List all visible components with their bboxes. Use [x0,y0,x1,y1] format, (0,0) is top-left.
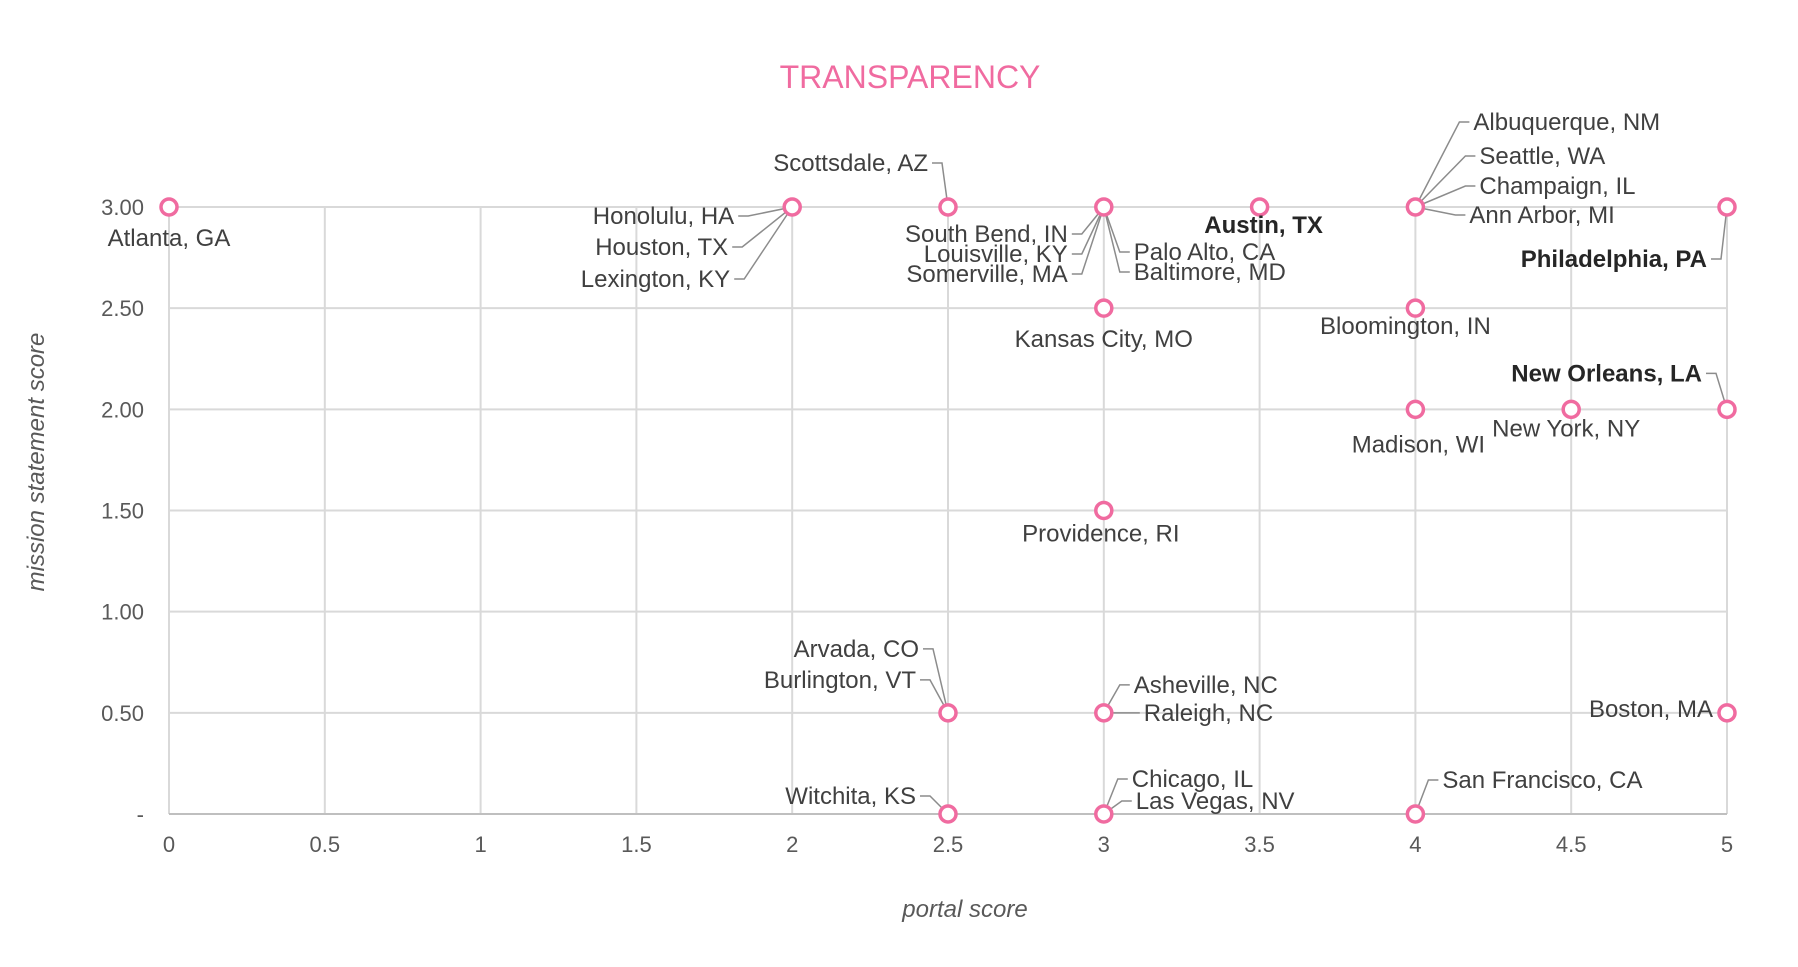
y-tick-label: 1.00 [101,600,144,625]
data-point [782,197,802,217]
data-label: Albuquerque, NM [1473,109,1660,136]
data-point [1094,298,1114,318]
data-label: San Francisco, CA [1442,767,1642,794]
data-points [159,197,1737,824]
data-point [938,703,958,723]
x-axis-title: portal score [901,896,1027,923]
label-leader-line [738,206,793,217]
label-leader-line [1071,206,1105,275]
x-tick-label: 2.5 [933,832,964,857]
data-label: Honolulu, HA [593,203,734,230]
y-tick-label: 1.50 [101,499,144,524]
tick-labels: 0 0.5 1 1.5 2 2.5 3 3.5 4 4.5 5 - 0.50 1.00 1.50 2.00 2.… [101,195,1733,857]
data-label: Baltimore, MD [1134,259,1286,286]
data-label: Bloomington, IN [1320,313,1491,340]
label-leader-line [732,206,793,248]
data-label: Madison, WI [1352,431,1485,458]
data-point [938,804,958,824]
data-point [1094,804,1114,824]
label-leader-line [1103,206,1130,273]
label-leader-line [1071,206,1105,255]
data-label: Boston, MA [1589,696,1713,723]
data-label: Austin, TX [1204,212,1323,239]
data-label: Somerville, MA [906,261,1067,288]
data-point [1561,399,1581,420]
data-label: Kansas City, MO [1015,326,1193,353]
data-point [1717,703,1737,723]
data-point [1094,703,1114,723]
data-label: Palo Alto, CA [1134,239,1275,266]
data-label: Providence, RI [1022,521,1179,548]
data-label: Houston, TX [595,234,728,261]
x-tick-label: 1.5 [621,832,652,857]
y-tick-label: 3.00 [101,195,144,220]
label-leader-line [1414,155,1476,208]
label-leader-line [734,206,793,280]
x-tick-label: 4.5 [1556,832,1587,857]
y-tick-label: 0.50 [101,701,144,726]
data-label: Louisville, KY [924,241,1068,268]
data-label: Seattle, WA [1479,143,1605,170]
data-label: Ann Arbor, MI [1469,202,1614,229]
data-label: Witchita, KS [785,783,916,810]
data-label: Asheville, NC [1134,672,1278,699]
x-tick-label: 3 [1098,832,1110,857]
chart-title: TRANSPARENCY [780,59,1041,95]
x-tick-label: 1 [474,832,486,857]
data-point [1717,197,1737,217]
label-leader-line [920,679,949,714]
data-label: Chicago, IL [1132,766,1253,793]
data-label: Lexington, KY [581,266,730,293]
data-point [1405,197,1426,217]
data-point [159,197,179,217]
label-leader-line [923,648,949,714]
y-tick-label: 2.00 [101,397,144,422]
label-leader-line [1414,121,1470,208]
data-label: Las Vegas, NV [1136,788,1295,815]
data-point [1405,399,1426,420]
data-label: Philadelphia, PA [1521,246,1707,273]
label-leader-line [1071,206,1105,235]
data-point [1405,298,1426,318]
label-leader-line [1711,206,1728,260]
label-leader-line [1414,779,1439,815]
data-point [1249,197,1270,217]
label-leader-line [1103,684,1130,714]
label-leader-line [1706,372,1728,410]
label-leader-line [1103,778,1128,815]
label-leader-line [1103,206,1130,253]
x-tick-label: 3.5 [1244,832,1275,857]
x-tick-label: 4 [1409,832,1421,857]
data-point [1094,500,1114,521]
label-leader-line [1415,185,1476,208]
data-label: Burlington, VT [764,667,916,694]
x-tick-label: 0.5 [310,832,341,857]
data-label: Champaign, IL [1479,173,1635,200]
y-tick-label: - [137,802,144,827]
data-label: Scottsdale, AZ [773,150,928,177]
data-labels: Atlanta, GA Honolulu, HA Houston, TX Lexing… [108,109,1713,815]
data-label: Atlanta, GA [108,225,231,252]
x-tick-label: 2 [786,832,798,857]
x-tick-label: 5 [1721,832,1733,857]
data-label: New York, NY [1492,415,1640,442]
y-axis-title: mission statement score [23,333,50,592]
data-point [938,197,958,217]
data-point [1717,399,1737,420]
x-tick-label: 0 [163,832,175,857]
data-point [1405,804,1426,824]
y-tick-label: 2.50 [101,296,144,321]
label-leader-line [1415,206,1466,216]
data-label: Arvada, CO [794,636,919,663]
data-label: Raleigh, NC [1144,700,1273,727]
data-point [1094,197,1114,217]
data-label: South Bend, IN [905,221,1068,248]
data-label: New Orleans, LA [1511,360,1702,387]
label-leader-line [932,162,949,208]
grid-lines [168,206,1728,815]
